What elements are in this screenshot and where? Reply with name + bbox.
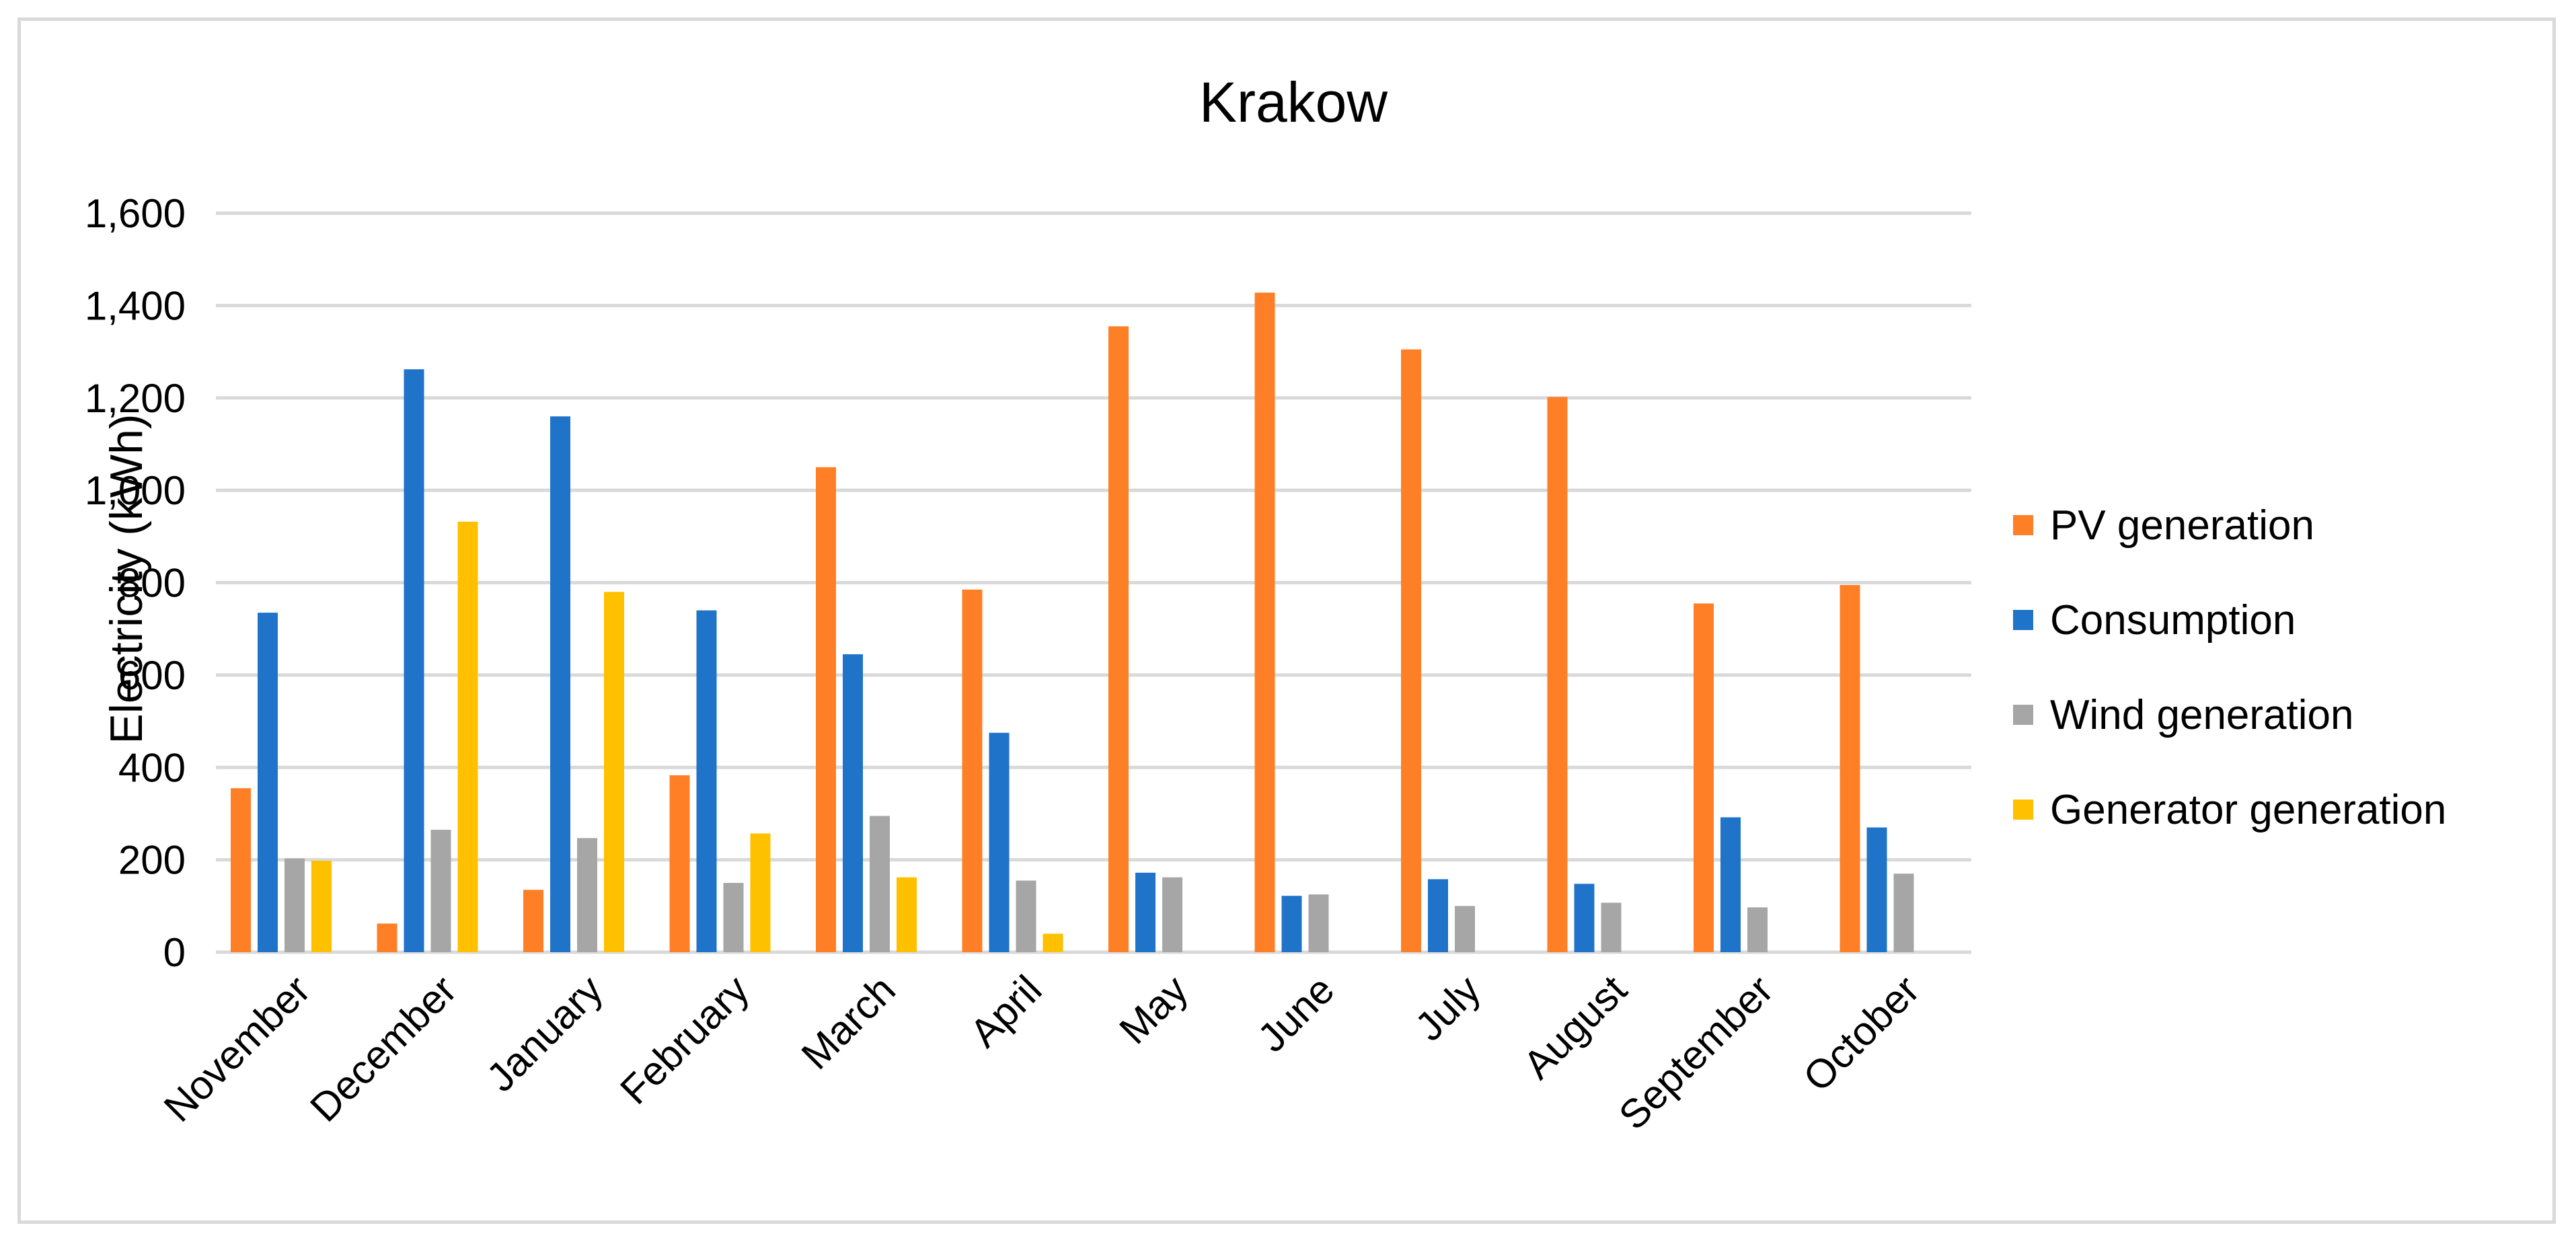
legend: PV generation Consumption Wind generation G… (2013, 502, 2446, 833)
y-tick-label: 200 (118, 838, 186, 883)
bar-pv-generation (231, 788, 251, 952)
x-tick-label: April (961, 967, 1050, 1056)
y-axis-title: Electricity (kWh) (101, 414, 152, 744)
bar-wind-generation (1308, 894, 1329, 952)
bar-pv-generation (1840, 584, 1860, 952)
bar-generator-generation (750, 833, 771, 952)
bar-consumption (1574, 884, 1595, 952)
x-tick-label: August (1515, 967, 1636, 1088)
y-tick-label: 1,400 (85, 283, 186, 328)
bar-pv-generation (816, 467, 836, 952)
bar-wind-generation (577, 838, 597, 952)
bar-consumption (258, 613, 278, 952)
x-tick-label: June (1249, 967, 1342, 1060)
legend-label: Wind generation (2050, 692, 2354, 738)
bar-wind-generation (1601, 902, 1622, 952)
bar-consumption (1720, 817, 1741, 952)
gridlines (216, 211, 1971, 954)
x-tick-label: December (301, 967, 465, 1130)
legend-swatch (2013, 800, 2033, 820)
x-tick-label: November (155, 967, 319, 1130)
legend-swatch (2013, 705, 2033, 725)
bar-generator-generation (604, 592, 624, 952)
bar-pv-generation (377, 923, 397, 952)
bar-consumption (1281, 896, 1302, 952)
legend-swatch (2013, 610, 2033, 630)
bar-wind-generation (1747, 907, 1768, 952)
x-tick-label: February (611, 967, 757, 1113)
legend-swatch (2013, 515, 2033, 535)
y-axis-ticks: 0 200 400 600 800 1,000 1,200 1,400 1,600 (85, 191, 186, 975)
bar-wind-generation (1016, 880, 1036, 952)
legend-label: PV generation (2050, 502, 2314, 549)
x-tick-label: January (478, 967, 611, 1100)
y-tick-label: 800 (118, 561, 186, 606)
bar-pv-generation (1254, 293, 1275, 953)
bar-pv-generation (669, 775, 690, 952)
x-tick-label: September (1610, 967, 1782, 1138)
bar-pv-generation (1694, 603, 1714, 952)
bar-consumption (1428, 879, 1448, 952)
bar-wind-generation (1162, 877, 1182, 952)
bar-consumption (989, 732, 1010, 952)
y-tick-label: 0 (163, 930, 186, 975)
bar-wind-generation (870, 816, 890, 952)
bar-consumption (1135, 872, 1156, 952)
chart-title: Krakow (1199, 71, 1388, 134)
bar-consumption (550, 416, 570, 952)
bar-generator-generation (897, 877, 917, 952)
bar-consumption (1866, 827, 1887, 952)
y-tick-label: 400 (118, 745, 186, 790)
bar-pv-generation (523, 890, 543, 952)
bar-generator-generation (457, 521, 478, 952)
legend-label: Consumption (2050, 597, 2296, 644)
legend-label: Generator generation (2050, 787, 2446, 833)
bar-wind-generation (1893, 873, 1914, 952)
bar-pv-generation (1108, 326, 1129, 952)
bar-pv-generation (962, 589, 983, 952)
bar-generator-generation (1043, 933, 1063, 952)
x-tick-label: March (793, 967, 904, 1078)
chart-canvas: Krakow Electricity (kWh) 0 200 400 600 800 1,… (85, 71, 2447, 1138)
x-tick-label: October (1794, 967, 1928, 1100)
y-tick-label: 1,200 (85, 376, 186, 421)
bar-wind-generation (430, 829, 451, 952)
bar-wind-generation (285, 858, 305, 952)
bar-consumption (843, 654, 863, 952)
bar-wind-generation (1455, 906, 1475, 952)
bar-consumption (696, 610, 717, 952)
bars (231, 293, 1914, 953)
bar-consumption (404, 369, 424, 952)
bar-wind-generation (723, 882, 744, 952)
y-tick-label: 600 (118, 653, 186, 698)
y-tick-label: 1,600 (85, 191, 186, 236)
bar-pv-generation (1401, 349, 1421, 952)
y-tick-label: 1,000 (85, 468, 186, 513)
x-tick-label: July (1406, 967, 1489, 1050)
x-tick-label: May (1110, 967, 1197, 1053)
chart-frame: Krakow Electricity (kWh) 0 200 400 600 800 1,… (17, 17, 2556, 1224)
bar-pv-generation (1547, 397, 1568, 952)
bar-generator-generation (311, 860, 332, 952)
